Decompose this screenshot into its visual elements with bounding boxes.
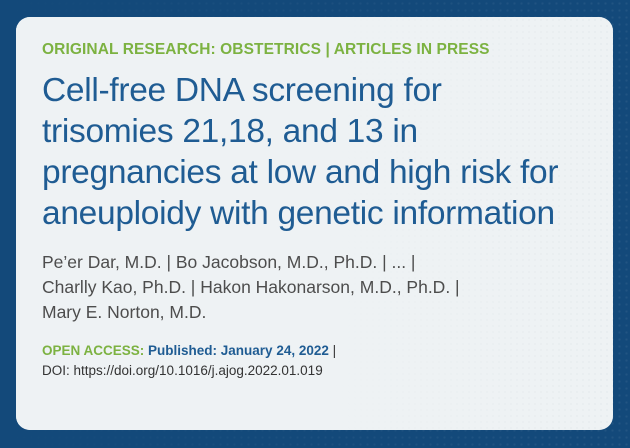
author-line: Charlly Kao, Ph.D. | Hakon Hakonarson, M… bbox=[42, 277, 460, 297]
author-list: Pe’er Dar, M.D. | Bo Jacobson, M.D., Ph.… bbox=[42, 250, 589, 325]
publication-info: OPEN ACCESS: Published: January 24, 2022… bbox=[42, 341, 589, 361]
article-title-line: pregnancies at low and high risk for bbox=[42, 154, 559, 191]
doi-link[interactable]: DOI: https://doi.org/10.1016/j.ajog.2022… bbox=[42, 363, 323, 378]
article-card: ORIGINAL RESEARCH: OBSTETRICS | ARTICLES… bbox=[16, 17, 613, 430]
article-title-line: aneuploidy with genetic information bbox=[42, 195, 555, 232]
article-title[interactable]: Cell-free DNA screening for trisomies 21… bbox=[42, 70, 589, 234]
article-section-label: ORIGINAL RESEARCH: OBSTETRICS | ARTICLES… bbox=[42, 41, 490, 58]
published-date: Published: January 24, 2022 bbox=[148, 343, 329, 358]
article-title-line: trisomies 21,18, and 13 in bbox=[42, 113, 418, 150]
open-access-label: OPEN ACCESS: bbox=[42, 343, 145, 358]
author-line: Pe’er Dar, M.D. | Bo Jacobson, M.D., Ph.… bbox=[42, 252, 416, 272]
article-title-line: Cell-free DNA screening for bbox=[42, 72, 442, 109]
separator: | bbox=[332, 343, 337, 358]
author-line: Mary E. Norton, M.D. bbox=[42, 302, 207, 322]
